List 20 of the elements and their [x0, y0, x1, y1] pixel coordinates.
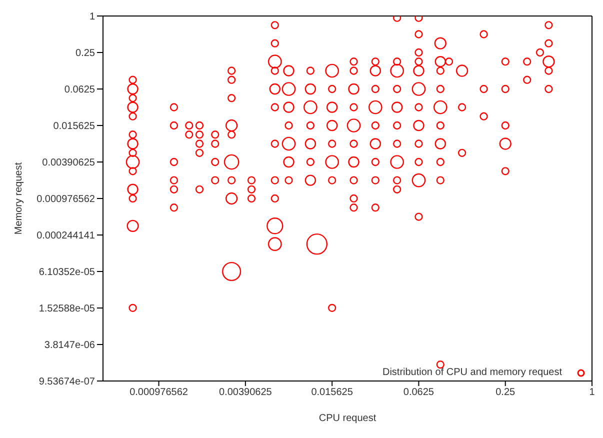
y-tick-label: 0.000976562 — [36, 194, 96, 206]
legend-label: Distribution of CPU and memory request — [382, 367, 562, 378]
x-tick-label: 0.0625 — [403, 387, 434, 398]
y-tick-label: 1.52588e-05 — [38, 304, 96, 315]
x-tick-label: 0.00390625 — [219, 387, 272, 398]
y-tick-label: 0.25 — [76, 48, 96, 60]
y-tick-label: 9.53674e-07 — [38, 376, 96, 388]
y-tick-label: 0.000244141 — [36, 230, 96, 242]
y-tick-label: 0.015625 — [53, 121, 96, 132]
x-tick-label: 0.25 — [496, 387, 516, 398]
y-tick-label: 3.8147e-06 — [44, 340, 96, 352]
x-tick-label: 1 — [589, 387, 596, 398]
y-axis-title: Memory request — [14, 162, 25, 235]
y-tick-label: 0.0625 — [64, 84, 96, 96]
x-tick-label: 0.015625 — [311, 387, 354, 398]
y-tick-label: 6.10352e-05 — [38, 267, 96, 278]
x-tick-label: 0.000976562 — [130, 387, 188, 398]
x-axis-title: CPU request — [318, 413, 376, 424]
y-tick-label: 0.00390625 — [42, 158, 96, 169]
y-tick-label: 1 — [89, 12, 96, 23]
